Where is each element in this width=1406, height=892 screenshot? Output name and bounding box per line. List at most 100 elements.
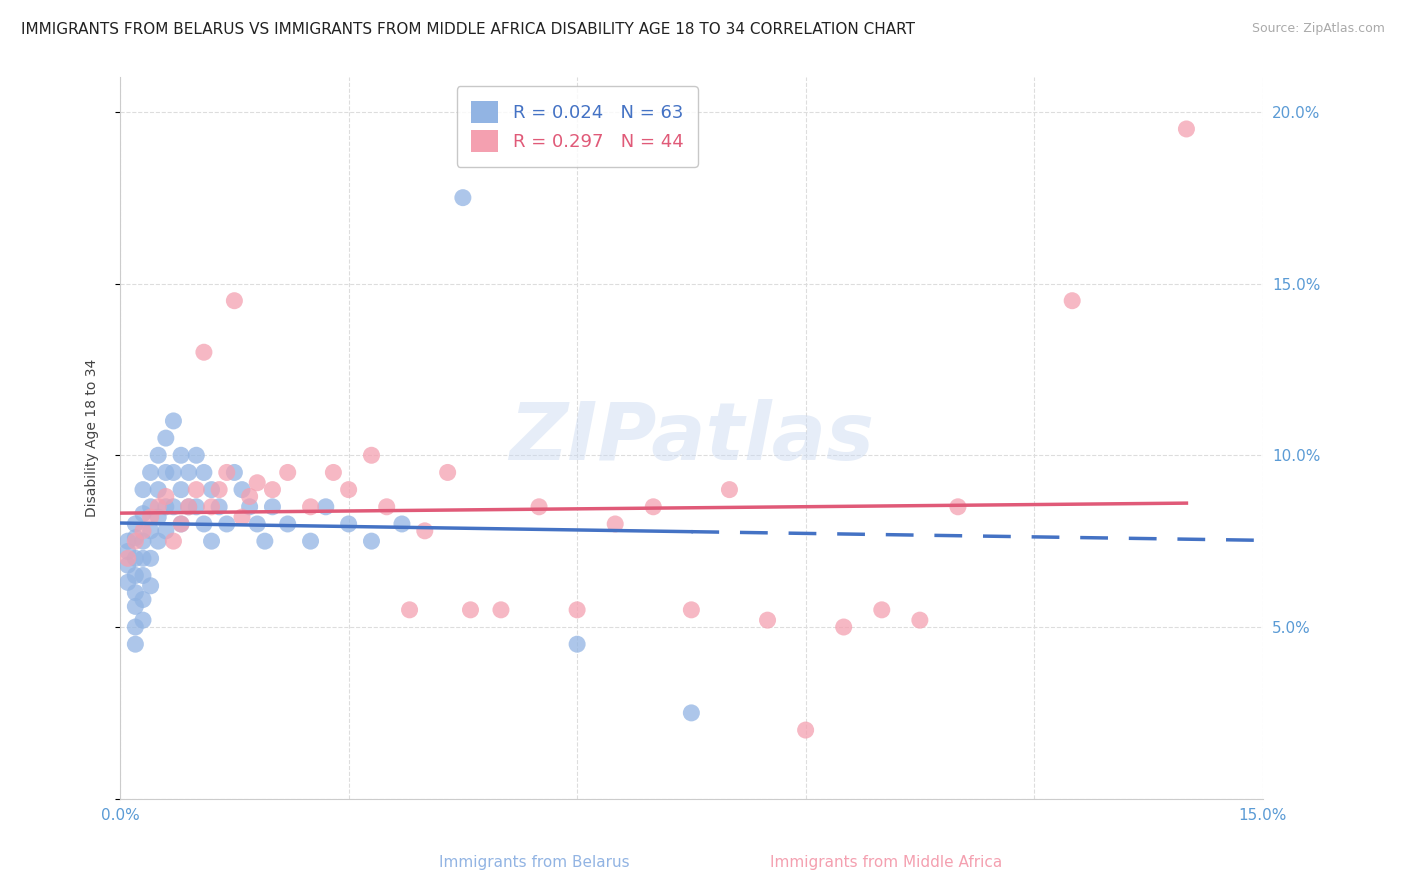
Point	[170, 448, 193, 462]
Point	[117, 534, 139, 549]
Point	[177, 500, 200, 514]
Point	[155, 500, 177, 514]
Point	[124, 516, 146, 531]
Text: ZIPatlas: ZIPatlas	[509, 399, 875, 477]
Point	[148, 510, 170, 524]
Legend: R = 0.024   N = 63, R = 0.297   N = 44: R = 0.024 N = 63, R = 0.297 N = 44	[457, 87, 697, 167]
Point	[246, 516, 269, 531]
Point	[870, 603, 893, 617]
Point	[155, 431, 177, 445]
Point	[124, 637, 146, 651]
Point	[246, 475, 269, 490]
Point	[148, 448, 170, 462]
Point	[299, 534, 322, 549]
Point	[337, 483, 360, 497]
Text: Immigrants from Belarus: Immigrants from Belarus	[439, 855, 630, 870]
Point	[253, 534, 276, 549]
Point	[117, 544, 139, 558]
Point	[239, 490, 262, 504]
Point	[681, 706, 703, 720]
Point	[139, 466, 162, 480]
Point	[155, 524, 177, 538]
Point	[132, 524, 155, 538]
Point	[1175, 122, 1198, 136]
Point	[124, 585, 146, 599]
Point	[193, 345, 215, 359]
Point	[215, 466, 238, 480]
Point	[208, 500, 231, 514]
Point	[832, 620, 855, 634]
Point	[460, 603, 482, 617]
Point	[277, 466, 299, 480]
Point	[231, 510, 253, 524]
Point	[527, 500, 550, 514]
Point	[139, 579, 162, 593]
Point	[436, 466, 458, 480]
Point	[277, 516, 299, 531]
Point	[1062, 293, 1084, 308]
Point	[117, 551, 139, 566]
Point	[155, 490, 177, 504]
Point	[208, 483, 231, 497]
Point	[139, 510, 162, 524]
Point	[200, 500, 222, 514]
Point	[124, 568, 146, 582]
Point	[132, 534, 155, 549]
Point	[375, 500, 398, 514]
Point	[186, 448, 208, 462]
Point	[946, 500, 969, 514]
Point	[132, 483, 155, 497]
Point	[193, 466, 215, 480]
Point	[148, 534, 170, 549]
Point	[794, 723, 817, 737]
Point	[148, 483, 170, 497]
Point	[170, 483, 193, 497]
Point	[239, 500, 262, 514]
Point	[124, 599, 146, 614]
Point	[186, 500, 208, 514]
Point	[170, 516, 193, 531]
Point	[124, 620, 146, 634]
Point	[681, 603, 703, 617]
Point	[215, 516, 238, 531]
Point	[162, 466, 184, 480]
Point	[231, 483, 253, 497]
Point	[391, 516, 413, 531]
Point	[605, 516, 627, 531]
Text: Source: ZipAtlas.com: Source: ZipAtlas.com	[1251, 22, 1385, 36]
Point	[162, 534, 184, 549]
Point	[155, 466, 177, 480]
Point	[643, 500, 665, 514]
Point	[451, 191, 474, 205]
Point	[162, 414, 184, 428]
Point	[186, 483, 208, 497]
Point	[139, 500, 162, 514]
Point	[132, 592, 155, 607]
Point	[315, 500, 337, 514]
Point	[224, 293, 246, 308]
Point	[489, 603, 512, 617]
Point	[132, 613, 155, 627]
Point	[756, 613, 779, 627]
Point	[124, 531, 146, 545]
Point	[262, 500, 284, 514]
Point	[322, 466, 344, 480]
Point	[117, 575, 139, 590]
Point	[139, 524, 162, 538]
Point	[139, 551, 162, 566]
Point	[132, 507, 155, 521]
Point	[299, 500, 322, 514]
Point	[224, 466, 246, 480]
Point	[200, 534, 222, 549]
Point	[565, 603, 588, 617]
Point	[148, 500, 170, 514]
Point	[718, 483, 741, 497]
Point	[124, 551, 146, 566]
Point	[124, 534, 146, 549]
Text: IMMIGRANTS FROM BELARUS VS IMMIGRANTS FROM MIDDLE AFRICA DISABILITY AGE 18 TO 34: IMMIGRANTS FROM BELARUS VS IMMIGRANTS FR…	[21, 22, 915, 37]
Point	[565, 637, 588, 651]
Text: Immigrants from Middle Africa: Immigrants from Middle Africa	[769, 855, 1002, 870]
Point	[170, 516, 193, 531]
Point	[360, 448, 382, 462]
Point	[262, 483, 284, 497]
